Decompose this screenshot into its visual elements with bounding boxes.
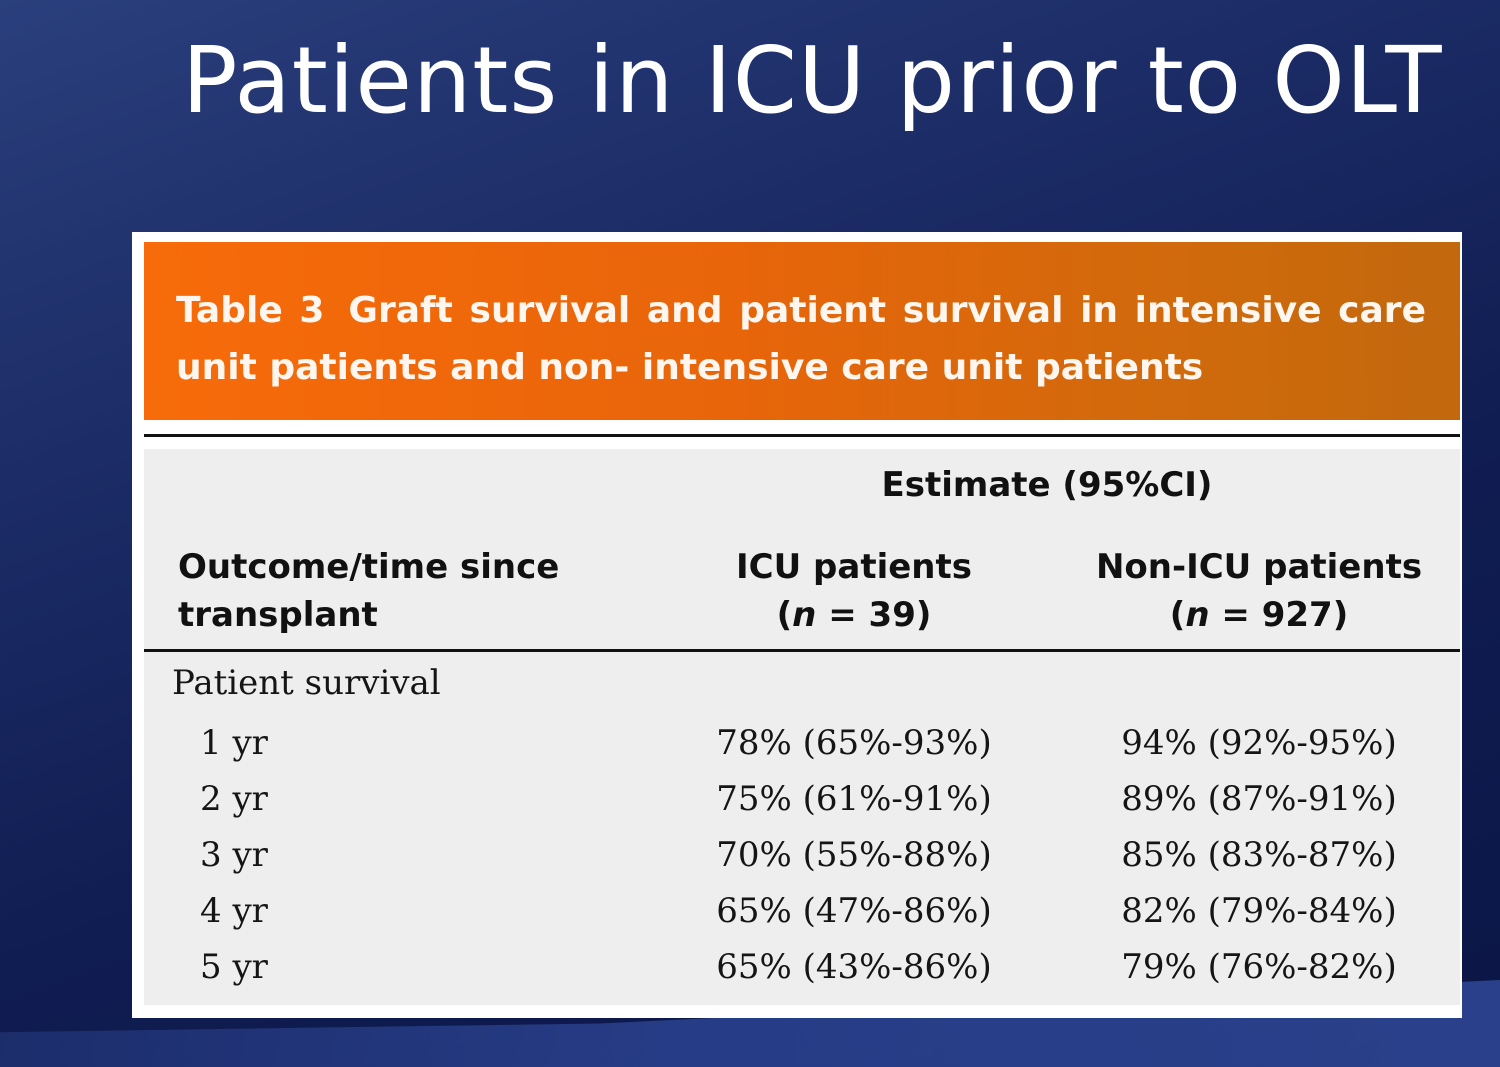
outcome-header-line1: Outcome/time since — [178, 547, 560, 587]
table-header-rule — [144, 649, 1460, 652]
row-time: 4 yr — [200, 891, 268, 931]
table-row: 5 yr 65% (43%-86%) 79% (76%-82%) — [144, 943, 1460, 999]
row-time: 3 yr — [200, 835, 268, 875]
icu-column-header: ICU patients (n = 39) — [704, 543, 1004, 639]
non-icu-header-n: (n = 927) — [1169, 595, 1349, 635]
table-rows: 1 yr 78% (65%-93%) 94% (92%-95%) 2 yr 75… — [144, 719, 1460, 999]
table-row: 2 yr 75% (61%-91%) 89% (87%-91%) — [144, 775, 1460, 831]
table-row: 4 yr 65% (47%-86%) 82% (79%-84%) — [144, 887, 1460, 943]
table-top-rule — [144, 434, 1460, 437]
table-row: 1 yr 78% (65%-93%) 94% (92%-95%) — [144, 719, 1460, 775]
row-non-icu-estimate: 82% (79%-84%) — [1121, 891, 1397, 931]
table-caption: Table 3 Graft survival and patient surviv… — [176, 282, 1426, 396]
non-icu-column-header: Non-ICU patients (n = 927) — [1094, 543, 1424, 639]
row-non-icu-estimate: 85% (83%-87%) — [1121, 835, 1397, 875]
outcome-column-header: Outcome/time since transplant — [178, 543, 559, 639]
table-label: Table 3 — [176, 290, 325, 331]
non-icu-n-value: 927 — [1261, 595, 1333, 635]
icu-header-n: (n = 39) — [776, 595, 932, 635]
row-icu-estimate: 78% (65%-93%) — [716, 723, 992, 763]
row-icu-estimate: 75% (61%-91%) — [716, 779, 992, 819]
row-non-icu-estimate: 79% (76%-82%) — [1121, 947, 1397, 987]
row-non-icu-estimate: 94% (92%-95%) — [1121, 723, 1397, 763]
section-label-patient-survival: Patient survival — [172, 663, 441, 703]
row-non-icu-estimate: 89% (87%-91%) — [1121, 779, 1397, 819]
non-icu-header-line1: Non-ICU patients — [1095, 547, 1423, 587]
row-icu-estimate: 65% (43%-86%) — [716, 947, 992, 987]
row-icu-estimate: 70% (55%-88%) — [716, 835, 992, 875]
table-caption-band: Table 3 Graft survival and patient surviv… — [144, 242, 1460, 420]
outcome-header-line2: transplant — [178, 595, 378, 635]
row-icu-estimate: 65% (47%-86%) — [716, 891, 992, 931]
icu-header-line1: ICU patients — [736, 547, 972, 587]
table-caption-text: Graft survival and patient survival in i… — [176, 290, 1426, 388]
slide-title: Patients in ICU prior to OLT — [182, 27, 1443, 134]
table-figure: Table 3 Graft survival and patient surviv… — [132, 232, 1462, 1018]
row-time: 5 yr — [200, 947, 268, 987]
row-time: 1 yr — [200, 723, 268, 763]
icu-n-value: 39 — [868, 595, 916, 635]
estimate-spanner-header: Estimate (95%CI) — [881, 465, 1213, 505]
row-time: 2 yr — [200, 779, 268, 819]
table-row: 3 yr 70% (55%-88%) 85% (83%-87%) — [144, 831, 1460, 887]
table-body: Estimate (95%CI) Outcome/time since tran… — [144, 449, 1460, 1005]
